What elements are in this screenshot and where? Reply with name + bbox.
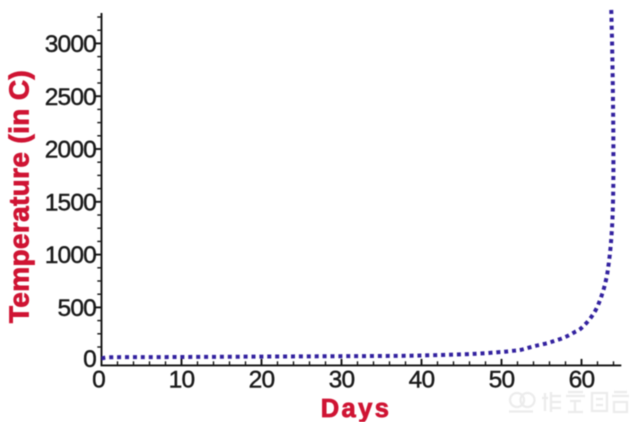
svg-text:2500: 2500 bbox=[45, 84, 96, 111]
svg-text:60: 60 bbox=[569, 366, 595, 393]
svg-text:40: 40 bbox=[409, 366, 435, 393]
svg-text:1500: 1500 bbox=[45, 189, 96, 216]
svg-text:2000: 2000 bbox=[45, 137, 96, 164]
svg-text:0: 0 bbox=[92, 366, 105, 393]
svg-text:Temperature (in C): Temperature (in C) bbox=[4, 70, 35, 323]
svg-text:10: 10 bbox=[169, 366, 195, 393]
svg-text:500: 500 bbox=[58, 295, 97, 322]
svg-text:30: 30 bbox=[329, 366, 355, 393]
svg-text:20: 20 bbox=[249, 366, 275, 393]
svg-text:3000: 3000 bbox=[45, 31, 96, 58]
svg-text:Days: Days bbox=[321, 395, 392, 422]
svg-text:0: 0 bbox=[83, 346, 96, 373]
svg-text:1000: 1000 bbox=[45, 242, 96, 269]
svg-text:50: 50 bbox=[489, 366, 515, 393]
